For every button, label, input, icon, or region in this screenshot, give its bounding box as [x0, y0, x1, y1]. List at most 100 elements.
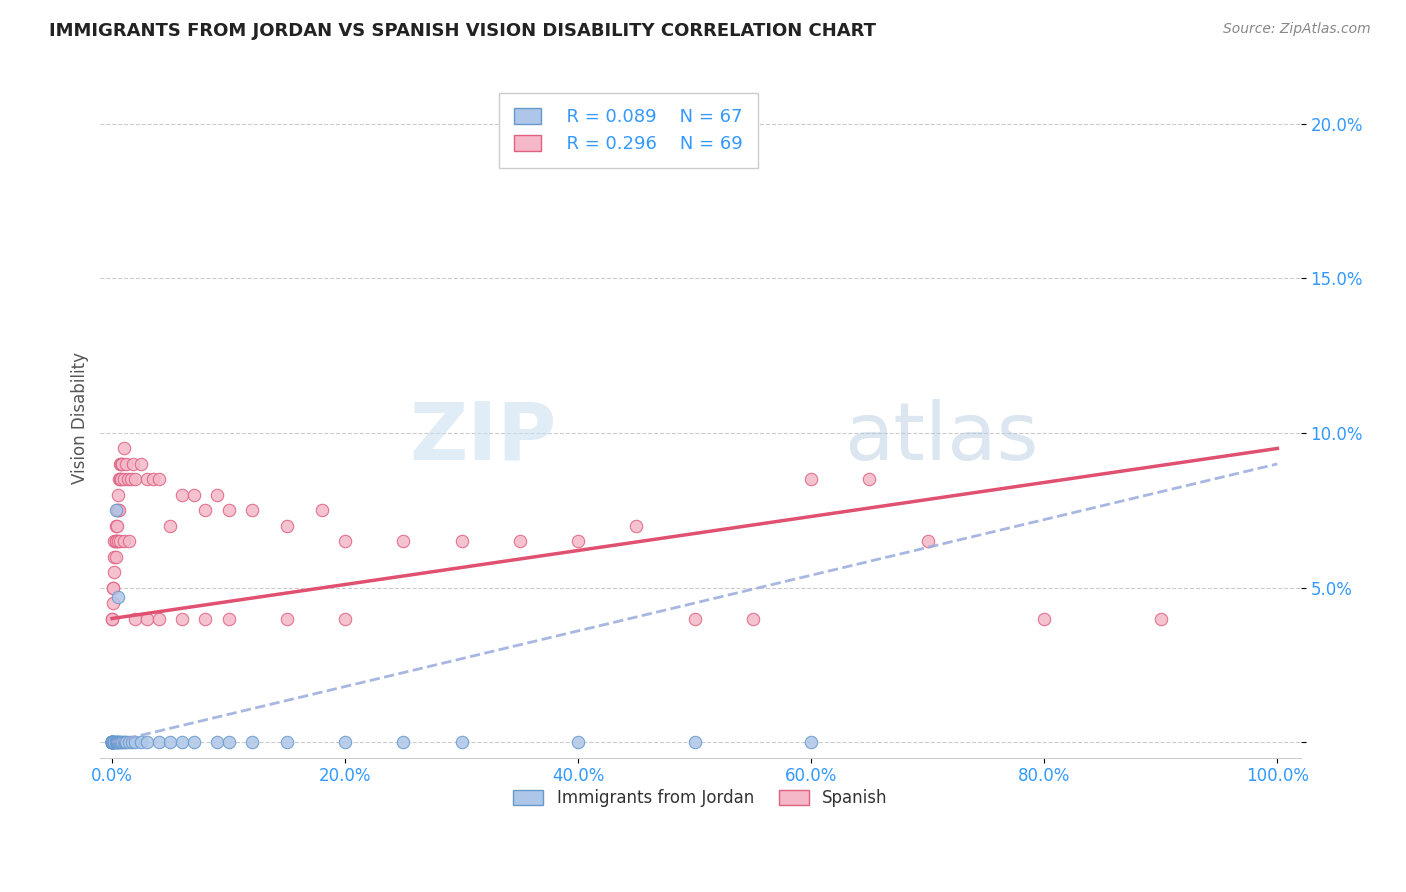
Point: [1033, 611, 1056, 625]
Point: [509, 534, 531, 549]
Point: [103, 549, 125, 564]
Point: [311, 503, 333, 517]
Point: [105, 735, 128, 749]
Point: [101, 735, 124, 749]
Point: [205, 488, 228, 502]
Point: [101, 581, 124, 595]
Point: [120, 472, 142, 486]
Point: [108, 534, 131, 549]
Point: [101, 735, 124, 749]
Point: [858, 472, 880, 486]
Point: [276, 518, 298, 533]
Point: [112, 534, 135, 549]
Point: [124, 472, 146, 486]
Point: [107, 735, 129, 749]
Point: [205, 735, 228, 749]
Point: [105, 518, 128, 533]
Point: [392, 735, 415, 749]
Point: [240, 503, 263, 517]
Point: [104, 735, 127, 749]
Point: [110, 457, 132, 471]
Point: [103, 565, 125, 579]
Point: [105, 735, 128, 749]
Point: [450, 534, 472, 549]
Point: [101, 735, 124, 749]
Point: [683, 735, 706, 749]
Point: [136, 472, 159, 486]
Point: [115, 457, 138, 471]
Point: [101, 735, 124, 749]
Point: [105, 534, 128, 549]
Point: [122, 457, 145, 471]
Point: [101, 735, 124, 749]
Point: [276, 611, 298, 625]
Point: [170, 611, 193, 625]
Point: [101, 735, 124, 749]
Point: [917, 534, 939, 549]
Point: [101, 735, 124, 749]
Point: [101, 735, 124, 749]
Point: [101, 611, 124, 625]
Point: [101, 735, 124, 749]
Point: [170, 488, 193, 502]
Point: [742, 611, 765, 625]
Point: [800, 472, 823, 486]
Point: [101, 611, 124, 625]
Point: [101, 735, 124, 749]
Point: [121, 735, 143, 749]
Point: [333, 611, 356, 625]
Point: [101, 735, 124, 749]
Point: [112, 472, 135, 486]
Point: [142, 472, 165, 486]
Point: [118, 735, 141, 749]
Point: [392, 534, 415, 549]
Point: [108, 735, 131, 749]
Point: [101, 735, 124, 749]
Point: [118, 534, 141, 549]
Point: [136, 735, 159, 749]
Point: [194, 503, 217, 517]
Point: [101, 735, 124, 749]
Point: [101, 735, 124, 749]
Point: [108, 503, 131, 517]
Point: [101, 735, 124, 749]
Point: [148, 472, 170, 486]
Point: [104, 534, 127, 549]
Point: [104, 503, 127, 517]
Text: ZIP: ZIP: [409, 399, 557, 477]
Point: [108, 457, 131, 471]
Point: [101, 581, 124, 595]
Point: [124, 735, 146, 749]
Legend: Immigrants from Jordan, Spanish: Immigrants from Jordan, Spanish: [506, 782, 894, 814]
Point: [218, 611, 240, 625]
Point: [101, 735, 124, 749]
Point: [626, 518, 648, 533]
Point: [103, 735, 125, 749]
Point: [124, 611, 146, 625]
Point: [101, 735, 124, 749]
Point: [183, 488, 205, 502]
Point: [276, 735, 298, 749]
Point: [110, 472, 132, 486]
Point: [111, 735, 134, 749]
Point: [101, 735, 124, 749]
Point: [333, 735, 356, 749]
Point: [240, 735, 263, 749]
Point: [104, 549, 127, 564]
Point: [101, 735, 124, 749]
Point: [114, 735, 136, 749]
Point: [115, 735, 138, 749]
Point: [110, 735, 132, 749]
Point: [101, 735, 124, 749]
Point: [112, 442, 135, 456]
Point: [101, 735, 124, 749]
Point: [104, 735, 127, 749]
Point: [101, 735, 124, 749]
Point: [112, 735, 135, 749]
Text: IMMIGRANTS FROM JORDAN VS SPANISH VISION DISABILITY CORRELATION CHART: IMMIGRANTS FROM JORDAN VS SPANISH VISION…: [49, 22, 876, 40]
Point: [105, 503, 128, 517]
Point: [101, 735, 124, 749]
Point: [108, 472, 131, 486]
Point: [218, 735, 240, 749]
Point: [117, 472, 139, 486]
